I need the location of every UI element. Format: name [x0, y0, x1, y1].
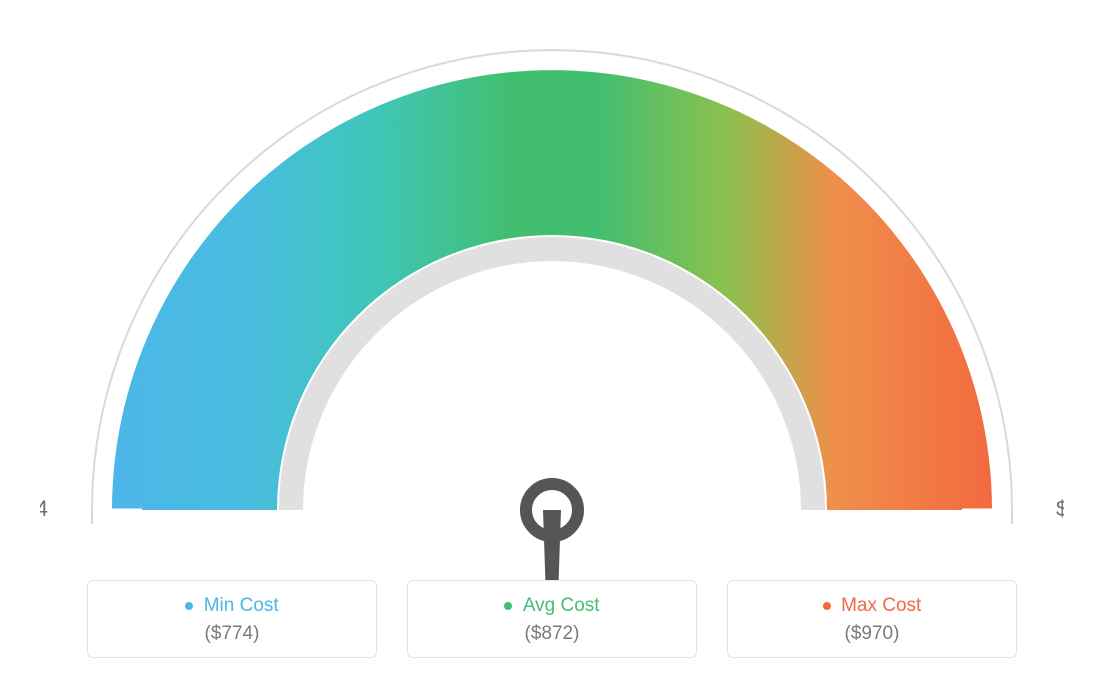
gauge-tick-minor	[113, 543, 133, 545]
gauge-tick-label: $774	[40, 496, 48, 521]
gauge-tick-minor	[967, 576, 987, 579]
legend-title-max: Max Cost	[728, 595, 1016, 617]
legend-label-avg: Avg Cost	[523, 595, 600, 616]
legend-dot-min	[185, 602, 193, 610]
gauge-tick-label: $970	[1056, 496, 1064, 521]
legend-card-max: Max Cost ($970)	[727, 580, 1017, 658]
legend-card-min: Min Cost ($774)	[87, 580, 377, 658]
gauge-tick-minor	[971, 543, 991, 545]
gauge-svg: $774$799$824$872$905$938$970	[40, 20, 1064, 580]
legend-label-min: Min Cost	[204, 595, 279, 616]
legend-row: Min Cost ($774) Avg Cost ($872) Max Cost…	[40, 580, 1064, 658]
gauge-tick-minor	[117, 576, 137, 579]
legend-dot-avg	[504, 602, 512, 610]
legend-dot-max	[823, 602, 831, 610]
legend-label-max: Max Cost	[841, 595, 921, 616]
gauge-color-arc	[112, 70, 992, 510]
legend-value-avg: ($872)	[408, 623, 696, 645]
legend-card-avg: Avg Cost ($872)	[407, 580, 697, 658]
legend-title-min: Min Cost	[88, 595, 376, 617]
legend-value-max: ($970)	[728, 623, 1016, 645]
gauge-chart-container: $774$799$824$872$905$938$970 Min Cost ($…	[0, 0, 1104, 690]
gauge-needle	[543, 510, 561, 580]
legend-value-min: ($774)	[88, 623, 376, 645]
legend-title-avg: Avg Cost	[408, 595, 696, 617]
gauge-area: $774$799$824$872$905$938$970	[40, 20, 1064, 580]
